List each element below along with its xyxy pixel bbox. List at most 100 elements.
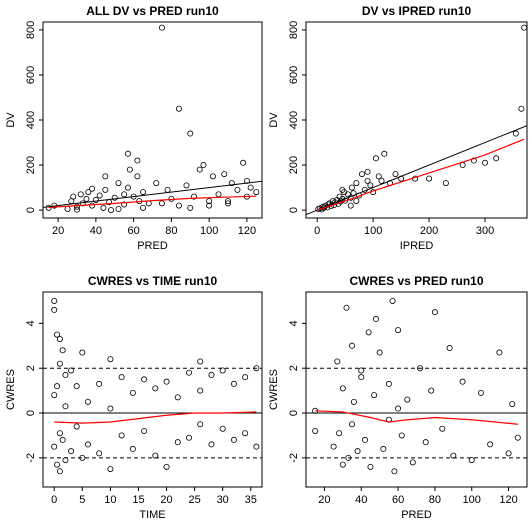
data-point [79, 349, 86, 356]
y-tick-label: 2 [25, 365, 37, 371]
smooth-line [54, 411, 257, 424]
data-point [197, 387, 204, 394]
data-point [230, 436, 237, 443]
data-point [163, 378, 170, 385]
data-point [152, 385, 159, 392]
x-tick-label: 100 [463, 494, 481, 506]
data-point [482, 159, 489, 166]
data-point [124, 184, 131, 191]
data-point [353, 180, 360, 187]
data-point [439, 425, 446, 432]
data-point [358, 171, 365, 178]
data-point [62, 371, 69, 378]
data-point [518, 105, 525, 112]
panel: ALL DV vs PRED run10 PRED DV 20 40 60 80 100 120… [5, 4, 263, 252]
x-tick-label: 25 [188, 494, 200, 506]
data-point [395, 327, 402, 334]
y-tick-label: 600 [288, 66, 300, 84]
data-point [514, 434, 521, 441]
data-point [187, 204, 194, 211]
data-point [51, 443, 58, 450]
data-point [334, 358, 341, 365]
data-point [509, 401, 516, 408]
x-axis-label: TIME [139, 509, 165, 521]
panel-title: DV vs IPRED run10 [362, 4, 472, 18]
data-point [349, 342, 356, 349]
data-point [73, 383, 80, 390]
data-point [141, 427, 148, 434]
data-point [111, 194, 118, 201]
data-point [118, 374, 125, 381]
y-tick-label: 800 [288, 21, 300, 39]
data-point [183, 182, 190, 189]
x-tick-label: 10 [104, 494, 116, 506]
data-point [56, 360, 63, 367]
x-tick-label: 5 [79, 494, 85, 506]
data-point [361, 436, 368, 443]
x-tick-label: 300 [476, 225, 494, 237]
data-point [521, 24, 527, 31]
data-point [493, 155, 500, 162]
data-point [428, 387, 435, 394]
data-point [70, 193, 77, 200]
data-point [196, 166, 203, 173]
data-point [100, 204, 107, 211]
data-point [153, 180, 160, 187]
data-point [354, 448, 361, 455]
data-point [73, 203, 80, 210]
data-point [230, 380, 237, 387]
data-point [385, 380, 392, 387]
data-point [381, 150, 388, 157]
y-tick-label: -2 [25, 453, 37, 463]
data-point [73, 206, 80, 213]
plot-area [306, 24, 527, 216]
data-point [208, 371, 215, 378]
data-point [107, 207, 114, 214]
data-point [242, 374, 249, 381]
data-point [175, 105, 182, 112]
data-point [174, 394, 181, 401]
y-axis-label: CWRES [268, 369, 280, 410]
x-tick-label: 15 [132, 494, 144, 506]
data-point [372, 155, 379, 162]
data-point [367, 463, 374, 470]
data-point [487, 441, 494, 448]
data-point [234, 186, 241, 193]
data-point [51, 392, 58, 399]
data-point [392, 171, 399, 178]
data-point [365, 329, 372, 336]
data-point [367, 182, 374, 189]
data-point [422, 439, 429, 446]
x-tick-label: 20 [52, 225, 64, 237]
data-point [84, 441, 91, 448]
data-point [468, 457, 475, 464]
data-point [343, 304, 350, 311]
data-point [158, 200, 165, 207]
x-tick-label: 40 [355, 494, 367, 506]
data-point [348, 184, 355, 191]
data-point [59, 347, 66, 354]
data-point [364, 177, 371, 184]
data-point [73, 423, 80, 430]
smooth-line [315, 410, 518, 425]
y-tick-label: 0 [288, 410, 300, 416]
data-point [242, 430, 249, 437]
data-point [378, 177, 385, 184]
plot-frame [42, 291, 263, 488]
x-axis-label: IPRED [400, 240, 434, 252]
data-point [240, 159, 247, 166]
data-point [330, 443, 337, 450]
data-point [164, 186, 171, 193]
x-tick-label: 20 [318, 494, 330, 506]
x-tick-label: 100 [200, 225, 218, 237]
data-point [121, 201, 128, 208]
data-point [107, 356, 114, 363]
y-tick-label: 4 [288, 320, 300, 326]
y-tick-label: 200 [25, 156, 37, 174]
data-point [347, 202, 354, 209]
data-point [85, 189, 92, 196]
data-point [129, 389, 136, 396]
data-point [459, 378, 466, 385]
